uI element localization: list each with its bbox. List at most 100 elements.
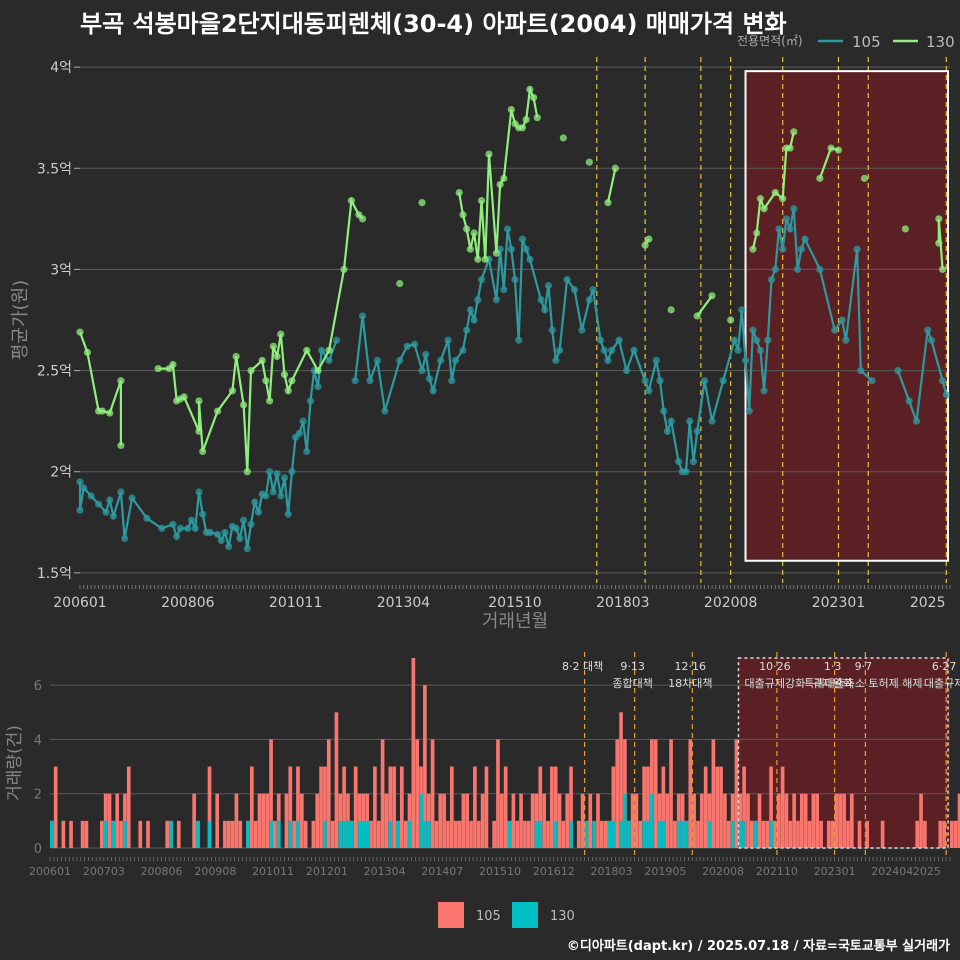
bar-105: [953, 820, 958, 848]
x-tick-label: 200806: [161, 595, 215, 611]
bar-130: [684, 820, 689, 848]
bar-105: [250, 766, 254, 848]
data-point-130: [526, 85, 534, 93]
data-point-105: [396, 356, 404, 365]
bar-105: [846, 820, 850, 848]
bar-130: [538, 820, 543, 848]
bar-105: [342, 766, 346, 848]
bar-105: [165, 820, 170, 848]
data-point-105: [853, 245, 861, 253]
data-point-105: [556, 346, 564, 354]
data-point-105: [418, 366, 426, 375]
data-point-105: [790, 205, 798, 213]
data-point-105: [641, 377, 649, 385]
bar-105: [430, 739, 435, 848]
data-point-105: [128, 494, 136, 502]
bar-105: [223, 820, 227, 848]
bar-105: [950, 820, 954, 848]
x-tick-label: 201803: [591, 865, 633, 878]
bar-105: [538, 766, 543, 848]
bar-105: [653, 739, 658, 848]
data-point-105: [775, 225, 783, 233]
policy-label: 10·26: [759, 660, 791, 673]
policy-label: 규제완화: [812, 677, 852, 690]
data-point-105: [121, 534, 129, 543]
data-point-105: [325, 356, 333, 365]
bar-105: [273, 820, 277, 848]
data-point-105: [838, 316, 846, 324]
x-tick-label: 201304: [364, 865, 406, 878]
bar-130: [738, 820, 743, 848]
data-point-105: [782, 215, 791, 223]
data-point-130: [455, 188, 463, 197]
data-point-105: [477, 275, 486, 284]
data-point-130: [522, 116, 530, 124]
bar-105: [392, 766, 396, 848]
data-point-105: [306, 397, 315, 405]
data-point-130: [827, 144, 835, 152]
data-point-130: [303, 346, 311, 354]
bar-130: [207, 820, 212, 848]
bar-105: [415, 739, 420, 848]
data-point-105: [816, 265, 824, 274]
data-point-105: [463, 326, 471, 334]
source-credit: ©디아파트(dapt.kr) / 2025.07.18 / 자료=국토교통부 실…: [566, 939, 950, 954]
data-point-105: [515, 336, 523, 344]
data-point-130: [269, 342, 277, 350]
bar-105: [857, 820, 862, 848]
x-tick-label: 202008: [702, 865, 744, 878]
data-point-130: [243, 468, 251, 476]
bar-105: [803, 793, 808, 848]
data-point-105: [266, 468, 274, 476]
data-point-130: [935, 215, 943, 223]
data-point-105: [541, 306, 549, 314]
data-point-105: [615, 336, 623, 344]
policy-label: 특례대출축소 토허제 해제: [804, 676, 922, 690]
bar-130: [323, 820, 327, 848]
data-point-105: [80, 484, 88, 492]
bar-105: [576, 820, 581, 848]
bar-105: [61, 820, 66, 848]
bar-130: [296, 820, 300, 848]
data-point-105: [425, 375, 434, 383]
data-point-105: [332, 336, 341, 344]
bar-105: [207, 766, 212, 848]
bar-105: [800, 793, 804, 848]
bar-105: [369, 820, 373, 848]
data-point-105: [689, 458, 698, 466]
bar-105: [115, 793, 120, 848]
y-axis-title: 거래량(건): [5, 725, 25, 801]
data-point-105: [195, 488, 203, 496]
data-point-105: [381, 407, 389, 415]
x-tick-label: 201011: [252, 865, 294, 878]
data-point-105: [299, 417, 307, 425]
y-tick-label: 4억: [50, 60, 72, 76]
y-tick-label: 4: [34, 733, 42, 748]
data-point-105: [938, 377, 947, 385]
data-point-105: [102, 508, 110, 516]
data-point-105: [470, 316, 478, 324]
data-point-130: [117, 377, 125, 385]
data-point-105: [894, 366, 902, 375]
data-point-130: [232, 352, 240, 361]
x-tick-label: 2025: [910, 595, 946, 611]
data-point-105: [927, 336, 936, 344]
data-point-130: [347, 197, 356, 205]
data-point-130: [786, 144, 794, 152]
bar-105: [784, 793, 789, 848]
x-tick-label: 200601: [53, 595, 106, 611]
data-point-105: [444, 336, 452, 344]
bar-105: [796, 820, 800, 848]
data-point-105: [518, 235, 527, 243]
data-point-105: [288, 468, 296, 476]
policy-label: 대출규제: [924, 677, 960, 690]
data-point-105: [760, 387, 768, 395]
bar-105: [561, 820, 566, 848]
bar-105: [411, 658, 416, 848]
legend-label-130: 130: [926, 33, 955, 51]
data-point-130: [83, 348, 92, 356]
data-point-105: [912, 417, 921, 425]
data-point-105: [187, 516, 196, 524]
data-point-105: [548, 326, 556, 334]
bar-105: [480, 793, 485, 848]
